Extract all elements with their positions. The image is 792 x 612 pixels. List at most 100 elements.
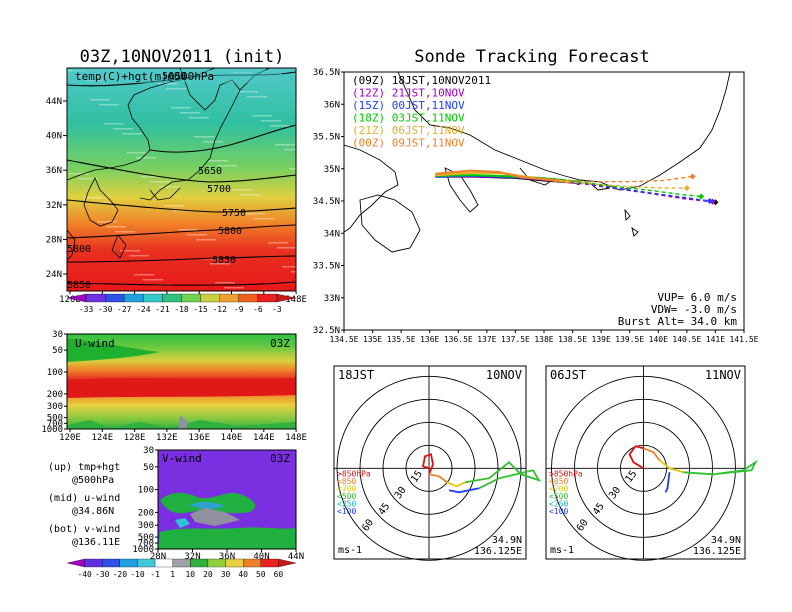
- colorbar-label: -15: [193, 305, 208, 314]
- texture-mark: [254, 218, 274, 220]
- texture-mark: [166, 88, 186, 90]
- texture-mark: [104, 123, 124, 125]
- texture-mark: [141, 176, 161, 178]
- colorbar-swatch: [162, 293, 182, 303]
- legend-bot-level: @136.11E: [72, 537, 120, 548]
- colorbar-swatch: [154, 558, 173, 568]
- legend-up: (up) tmp+hgt: [48, 462, 120, 473]
- lon-label: 138.5E: [558, 335, 587, 344]
- legend-up-level: @500hPa: [72, 475, 114, 486]
- map-frame: [66, 67, 297, 292]
- texture-mark: [275, 144, 295, 146]
- colorbar-swatch: [181, 293, 201, 303]
- coastline: [67, 68, 271, 261]
- lon-label: 136E: [188, 433, 210, 443]
- pressure-band-label: <700: [337, 484, 356, 493]
- colorbar-swatch: [207, 558, 226, 568]
- texture-mark: [194, 136, 214, 138]
- track-descent-line: [566, 181, 687, 189]
- hodograph-lon: 136.125E: [474, 546, 522, 557]
- wind-profile-line: [428, 473, 448, 484]
- hodograph-unit: ms-1: [338, 545, 362, 556]
- colorbar-swatch: [238, 293, 258, 303]
- track-descent-line: [555, 175, 693, 183]
- pressure-band-label: <100: [549, 507, 568, 516]
- texture-mark: [113, 128, 133, 130]
- hodograph-frame: [545, 365, 746, 560]
- lat-label: 32N: [184, 552, 200, 562]
- burst-marker: [553, 178, 558, 183]
- contour-label: 5850: [212, 255, 236, 266]
- u-wind-label: U-wind: [75, 337, 115, 350]
- legend-mid-level: @34.86N: [72, 506, 114, 517]
- texture-mark: [231, 189, 251, 191]
- wind-profile-line: [464, 461, 542, 490]
- texture-mark: [208, 160, 228, 162]
- hodograph-frame: [333, 365, 527, 560]
- tracking-map: [344, 72, 731, 253]
- texture-mark: [268, 242, 288, 244]
- texture-mark: [261, 120, 281, 122]
- colorbar-label: 20: [203, 570, 213, 579]
- lon-label: 139E: [592, 335, 611, 344]
- texture-mark: [240, 194, 260, 196]
- lon-label: 140E: [649, 335, 668, 344]
- lon-label: 144E: [253, 433, 275, 443]
- pressure-band-label: >850hPa: [549, 469, 583, 478]
- colorbar-swatch: [137, 558, 156, 568]
- hodograph-ring: [382, 421, 476, 515]
- colorbar-label: -18: [174, 305, 189, 314]
- texture-mark: [115, 231, 135, 233]
- track-legend-entry: (15Z) 00JST,11NOV: [352, 99, 465, 112]
- colorbar-label: 30: [221, 570, 231, 579]
- pressure-band-label: >850hPa: [337, 469, 371, 478]
- track-legend-entry: (18Z) 03JST,11NOV: [352, 112, 465, 125]
- lon-label: 124E: [91, 433, 113, 443]
- tracking-title: Sonde Tracking Forecast: [414, 47, 649, 67]
- colorbar-label: 1: [170, 570, 175, 579]
- wind-profile-line: [643, 447, 661, 461]
- colorbar-label: -24: [136, 305, 151, 314]
- texture-mark: [106, 226, 126, 228]
- v-wind-section: [158, 450, 296, 549]
- hodograph-ring: [574, 398, 713, 538]
- colorbar-swatch: [172, 558, 191, 568]
- track-ascent-line: [435, 169, 556, 182]
- colorbar-label: 40: [238, 570, 248, 579]
- texture-mark: [164, 205, 184, 207]
- colorbar-label: 10: [185, 570, 195, 579]
- texture-mark: [136, 157, 156, 159]
- pressure-label: 30: [143, 446, 154, 456]
- pressure-band-label: <500: [337, 492, 356, 501]
- lon-label: 138E: [534, 335, 553, 344]
- lat-label: 36N: [324, 100, 340, 110]
- texture-mark: [83, 197, 103, 199]
- lon-label: 120E: [59, 295, 81, 305]
- texture-mark: [157, 83, 177, 85]
- lat-label: 40N: [46, 132, 62, 142]
- pressure-band-label: <250: [549, 499, 568, 508]
- colorbar-label: -10: [130, 570, 145, 579]
- lat-label: 34.5N: [313, 197, 340, 207]
- colorbar-swatch: [85, 293, 106, 303]
- texture-mark: [90, 99, 110, 101]
- lon-label: 148E: [285, 433, 307, 443]
- texture-mark: [217, 165, 237, 167]
- hodograph-ring: [359, 398, 499, 538]
- lat-label: 32.5N: [313, 326, 340, 336]
- lat-label: 33N: [324, 294, 340, 304]
- pressure-label: 1000: [132, 545, 154, 555]
- contour-label: 5600: [162, 71, 186, 82]
- colorbar-label: -9: [234, 305, 244, 314]
- texture-mark: [99, 104, 119, 106]
- contour-labels: 5600 5650 5700 5750 5800 5800 5850 5850: [67, 71, 246, 291]
- track-legend-entry: (09Z) 18JST,10NOV2011: [352, 74, 491, 87]
- colorbar-swatch: [276, 293, 297, 303]
- contour-label: 5750: [222, 208, 246, 219]
- tracking-coastline: [344, 72, 731, 253]
- hodograph-time: 18JST: [338, 368, 374, 382]
- colorbar-label: -40: [77, 570, 92, 579]
- colorbar-swatch: [278, 558, 297, 568]
